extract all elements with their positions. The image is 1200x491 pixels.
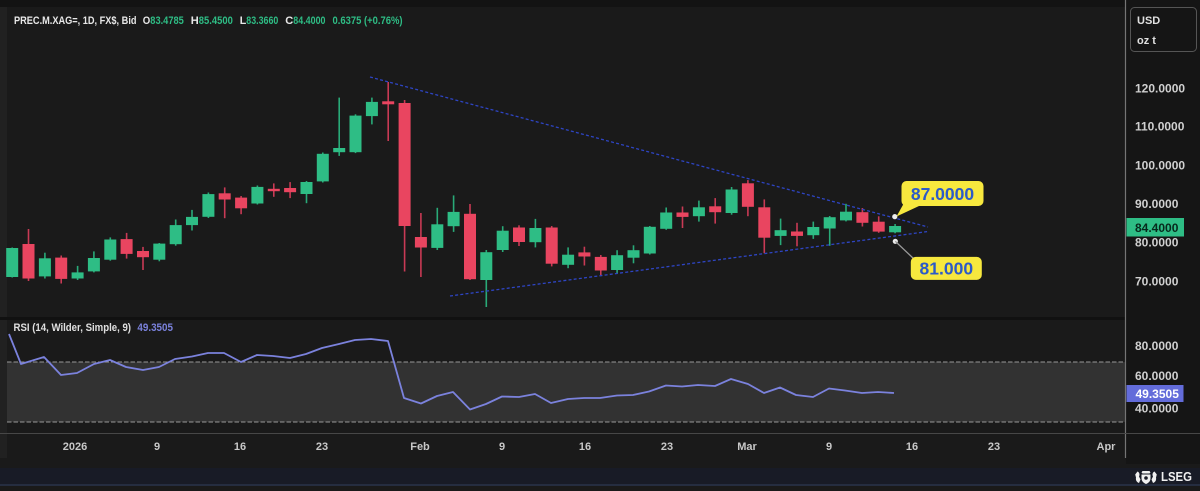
svg-text:L: L bbox=[240, 15, 247, 27]
svg-text:C: C bbox=[285, 15, 293, 27]
svg-text:23: 23 bbox=[316, 441, 328, 453]
svg-text:H: H bbox=[191, 15, 199, 27]
svg-text:Apr: Apr bbox=[1097, 441, 1117, 453]
svg-text:49.3505: 49.3505 bbox=[1136, 387, 1180, 401]
svg-text:84.4000: 84.4000 bbox=[293, 15, 325, 27]
svg-text:9: 9 bbox=[154, 441, 160, 453]
svg-text:PREC.M.XAG=, 1D, FX$, Bid: PREC.M.XAG=, 1D, FX$, Bid bbox=[14, 15, 137, 27]
svg-text:80.0000: 80.0000 bbox=[1135, 236, 1179, 250]
svg-text:23: 23 bbox=[661, 441, 673, 453]
svg-text:70.0000: 70.0000 bbox=[1135, 274, 1179, 288]
svg-text:9: 9 bbox=[826, 441, 832, 453]
svg-text:87.0000: 87.0000 bbox=[911, 184, 975, 204]
svg-text:0.6375 (+0.76%): 0.6375 (+0.76%) bbox=[333, 15, 403, 27]
svg-text:Mar: Mar bbox=[737, 441, 757, 453]
svg-text:81.000: 81.000 bbox=[920, 259, 974, 279]
svg-text:USD: USD bbox=[1137, 15, 1160, 27]
svg-text:O: O bbox=[143, 15, 151, 27]
svg-text:40.0000: 40.0000 bbox=[1135, 402, 1179, 416]
svg-text:83.4785: 83.4785 bbox=[150, 15, 184, 27]
svg-text:110.0000: 110.0000 bbox=[1135, 120, 1185, 134]
svg-text:84.4000: 84.4000 bbox=[1135, 221, 1179, 235]
svg-text:80.0000: 80.0000 bbox=[1135, 339, 1179, 353]
svg-text:23: 23 bbox=[988, 441, 1000, 453]
svg-text:16: 16 bbox=[234, 441, 246, 453]
svg-text:oz t: oz t bbox=[1137, 35, 1156, 47]
svg-text:Feb: Feb bbox=[410, 441, 430, 453]
svg-text:83.3660: 83.3660 bbox=[246, 15, 278, 27]
svg-text:16: 16 bbox=[579, 441, 591, 453]
svg-text:60.0000: 60.0000 bbox=[1135, 369, 1179, 383]
svg-text:100.0000: 100.0000 bbox=[1135, 158, 1185, 172]
svg-text:2026: 2026 bbox=[63, 441, 87, 453]
svg-text:85.4500: 85.4500 bbox=[199, 15, 233, 27]
svg-text:90.0000: 90.0000 bbox=[1135, 197, 1179, 211]
svg-text:9: 9 bbox=[499, 441, 505, 453]
svg-text:RSI (14, Wilder, Simple, 9): RSI (14, Wilder, Simple, 9) bbox=[14, 322, 132, 334]
svg-text:120.0000: 120.0000 bbox=[1135, 81, 1185, 95]
svg-text:LSEG: LSEG bbox=[1161, 470, 1192, 484]
svg-text:49.3505: 49.3505 bbox=[137, 322, 173, 334]
svg-text:16: 16 bbox=[906, 441, 918, 453]
